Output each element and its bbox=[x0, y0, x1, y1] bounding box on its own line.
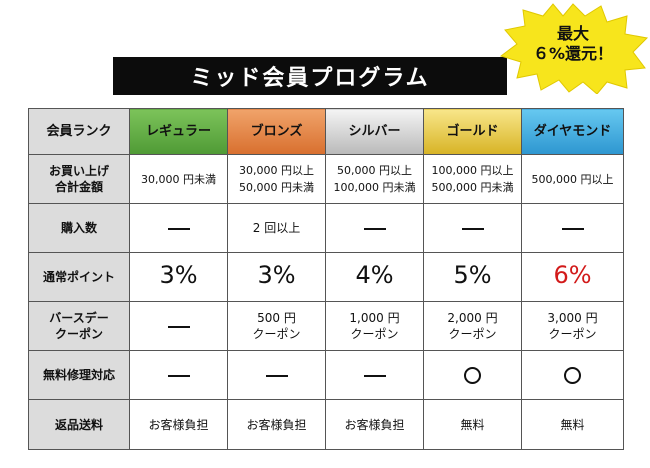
starburst-shape bbox=[499, 3, 649, 94]
circle-mark-icon bbox=[564, 366, 581, 384]
total-label-line-1: お買い上げ bbox=[48, 164, 109, 178]
repair-gold bbox=[423, 350, 522, 400]
total-amount-row: お買い上げ 合計金額 30,000 円未満 30,000 円以上 50,000 … bbox=[28, 154, 624, 204]
total-bronze-line-2: 50,000 円未満 bbox=[239, 181, 314, 194]
badge-text: 最大 ６%還元！ bbox=[497, 24, 649, 64]
total-gold-line-2: 500,000 円未満 bbox=[431, 181, 514, 194]
badge-line-1: 最大 bbox=[556, 24, 589, 43]
coupon-amount: 2,000 円 bbox=[447, 311, 498, 325]
membership-table: 会員ランク レギュラー ブロンズ シルバー ゴールド ダイヤモンド お買い上げ … bbox=[28, 108, 624, 450]
returns-gold: 無料 bbox=[423, 399, 522, 450]
repair-row: 無料修理対応 bbox=[28, 350, 624, 400]
birthday-coupon-label: バースデー クーポン bbox=[28, 301, 130, 351]
total-silver-line-2: 100,000 円未満 bbox=[333, 181, 416, 194]
returns-label: 返品送料 bbox=[28, 399, 130, 450]
rank-header-row: 会員ランク レギュラー ブロンズ シルバー ゴールド ダイヤモンド bbox=[28, 108, 624, 155]
points-value: 3% bbox=[159, 261, 198, 289]
birthday-silver: 1,000 円 クーポン bbox=[325, 301, 424, 351]
total-amount-label: お買い上げ 合計金額 bbox=[28, 154, 130, 204]
purchases-bronze: 2 回以上 bbox=[227, 203, 326, 253]
dash-mark bbox=[167, 227, 190, 230]
rank-bronze: ブロンズ bbox=[227, 108, 326, 155]
coupon-word: クーポン bbox=[548, 327, 597, 341]
dash-mark bbox=[167, 325, 190, 328]
total-silver: 50,000 円以上 100,000 円未満 bbox=[325, 154, 424, 204]
total-label-line-2: 合計金額 bbox=[54, 180, 103, 194]
total-gold: 100,000 円以上 500,000 円未満 bbox=[423, 154, 522, 204]
max-return-badge: 最大 ６%還元！ bbox=[497, 2, 649, 94]
rank-header-label: 会員ランク bbox=[28, 108, 130, 155]
dash-mark bbox=[461, 227, 484, 230]
rank-diamond: ダイヤモンド bbox=[521, 108, 624, 155]
total-bronze-line-1: 30,000 円以上 bbox=[239, 164, 314, 177]
birthday-bronze: 500 円 クーポン bbox=[227, 301, 326, 351]
repair-label: 無料修理対応 bbox=[28, 350, 130, 400]
birthday-coupon-row: バースデー クーポン 500 円 クーポン 1,000 円 クーポン 2,000… bbox=[28, 301, 624, 351]
points-row: 通常ポイント 3% 3% 4% 5% 6% bbox=[28, 252, 624, 302]
dash-mark bbox=[363, 374, 386, 377]
points-value: 4% bbox=[355, 261, 394, 289]
returns-bronze: お客様負担 bbox=[227, 399, 326, 450]
coupon-amount: 1,000 円 bbox=[349, 311, 400, 325]
points-diamond: 6% bbox=[521, 252, 624, 302]
program-title: ミッド会員プログラム bbox=[190, 66, 430, 91]
birthday-regular bbox=[129, 301, 228, 351]
total-regular: 30,000 円未満 bbox=[129, 154, 228, 204]
program-title-banner: ミッド会員プログラム bbox=[113, 57, 507, 95]
repair-diamond bbox=[521, 350, 624, 400]
coupon-word: クーポン bbox=[448, 327, 497, 341]
points-regular: 3% bbox=[129, 252, 228, 302]
rank-silver: シルバー bbox=[325, 108, 424, 155]
returns-regular: お客様負担 bbox=[129, 399, 228, 450]
dash-mark bbox=[363, 227, 386, 230]
dash-mark bbox=[265, 374, 288, 377]
purchases-label: 購入数 bbox=[28, 203, 130, 253]
purchases-silver bbox=[325, 203, 424, 253]
dash-mark bbox=[561, 227, 584, 230]
returns-diamond: 無料 bbox=[521, 399, 624, 450]
birthday-label-line-2: クーポン bbox=[54, 327, 103, 341]
coupon-word: クーポン bbox=[252, 327, 301, 341]
rank-regular: レギュラー bbox=[129, 108, 228, 155]
points-value-highlight: 6% bbox=[553, 261, 592, 289]
total-gold-line-1: 100,000 円以上 bbox=[431, 164, 514, 177]
birthday-gold: 2,000 円 クーポン bbox=[423, 301, 522, 351]
total-silver-line-1: 50,000 円以上 bbox=[337, 164, 412, 177]
repair-silver bbox=[325, 350, 424, 400]
total-bronze: 30,000 円以上 50,000 円未満 bbox=[227, 154, 326, 204]
points-value: 3% bbox=[257, 261, 296, 289]
purchases-diamond bbox=[521, 203, 624, 253]
repair-bronze bbox=[227, 350, 326, 400]
birthday-label-line-1: バースデー bbox=[49, 311, 109, 325]
purchases-row: 購入数 2 回以上 bbox=[28, 203, 624, 253]
purchases-regular bbox=[129, 203, 228, 253]
coupon-word: クーポン bbox=[350, 327, 399, 341]
circle-mark-icon bbox=[464, 366, 481, 384]
coupon-amount: 3,000 円 bbox=[547, 311, 598, 325]
repair-regular bbox=[129, 350, 228, 400]
total-diamond: 500,000 円以上 bbox=[521, 154, 624, 204]
returns-silver: お客様負担 bbox=[325, 399, 424, 450]
points-silver: 4% bbox=[325, 252, 424, 302]
points-label: 通常ポイント bbox=[28, 252, 130, 302]
rank-gold: ゴールド bbox=[423, 108, 522, 155]
badge-line-2: ６%還元！ bbox=[532, 44, 614, 63]
dash-mark bbox=[167, 374, 190, 377]
points-value: 5% bbox=[453, 261, 492, 289]
purchases-gold bbox=[423, 203, 522, 253]
birthday-diamond: 3,000 円 クーポン bbox=[521, 301, 624, 351]
returns-row: 返品送料 お客様負担 お客様負担 お客様負担 無料 無料 bbox=[28, 399, 624, 450]
coupon-amount: 500 円 bbox=[257, 311, 296, 325]
points-gold: 5% bbox=[423, 252, 522, 302]
points-bronze: 3% bbox=[227, 252, 326, 302]
